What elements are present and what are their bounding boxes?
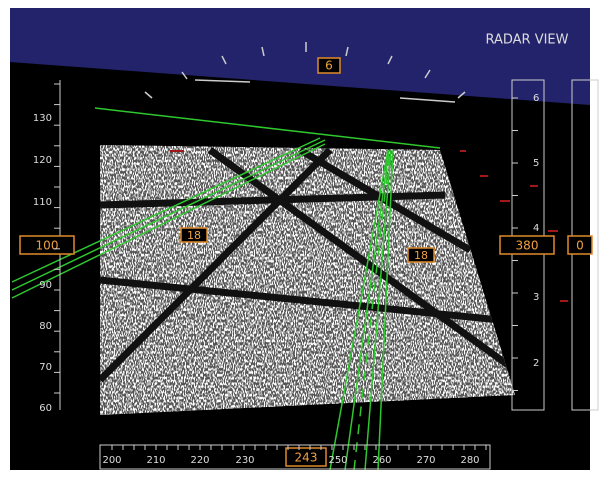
altitude-label: 2 <box>533 358 539 369</box>
heading-bug: 6 <box>325 59 333 73</box>
vs-box <box>567 235 593 255</box>
heading-label: 210 <box>146 455 165 466</box>
heading-label: 260 <box>372 455 391 466</box>
heading-box <box>285 447 327 467</box>
altitude-label: 6 <box>533 93 539 104</box>
speed-label: 80 <box>39 321 52 332</box>
altitude-tape: 6 5 4 3 2 380 <box>499 79 555 411</box>
view-title: RADAR VIEW <box>485 33 568 48</box>
speed-label: 110 <box>33 197 52 208</box>
heading-label: 280 <box>460 455 479 466</box>
heading-label: 270 <box>416 455 435 466</box>
synthetic-lines <box>11 107 441 471</box>
runway-marker-box <box>180 227 208 243</box>
heading-current: 243 <box>295 451 318 465</box>
speed-current: 100 <box>36 239 59 253</box>
heading-tape: 200 210 220 230 250 260 270 280 243 <box>99 444 491 470</box>
roll-scale <box>144 42 466 103</box>
heading-label: 220 <box>190 455 209 466</box>
speed-label: 90 <box>39 280 52 291</box>
heading-label: 250 <box>328 455 347 466</box>
radar-returns <box>170 150 568 302</box>
tape-ticks <box>54 83 518 450</box>
heading-label: 200 <box>102 455 121 466</box>
vertical-speed-tape: 0 <box>567 79 599 411</box>
heading-label: 230 <box>235 455 254 466</box>
altitude-label: 4 <box>533 223 539 234</box>
speed-label: 60 <box>39 403 52 414</box>
speed-box <box>19 235 75 255</box>
vs-current: 0 <box>576 239 584 253</box>
runway-marker-box <box>407 247 435 263</box>
altitude-current: 380 <box>516 239 539 253</box>
speed-label: 70 <box>39 362 52 373</box>
altitude-label: 3 <box>533 292 539 303</box>
speed-tape: 130 120 110 90 80 70 60 100 <box>19 80 75 414</box>
runway-marker: 18 <box>187 229 201 242</box>
speed-label: 130 <box>33 113 52 124</box>
sky <box>10 8 590 105</box>
runway-marker: 18 <box>414 249 428 262</box>
altitude-box <box>499 235 555 255</box>
speed-label: 120 <box>33 155 52 166</box>
altitude-label: 5 <box>533 158 539 169</box>
heading-bug-box <box>317 57 341 74</box>
